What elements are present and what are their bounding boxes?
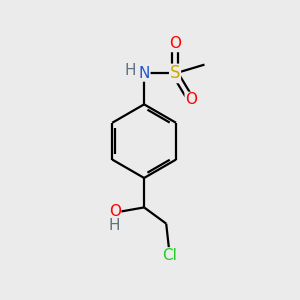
Text: N: N [138, 66, 150, 81]
Text: O: O [109, 204, 121, 219]
Text: Cl: Cl [162, 248, 177, 263]
Text: O: O [185, 92, 197, 107]
Text: S: S [170, 64, 180, 82]
Text: H: H [124, 63, 136, 78]
Text: O: O [169, 37, 181, 52]
Text: H: H [109, 218, 120, 232]
